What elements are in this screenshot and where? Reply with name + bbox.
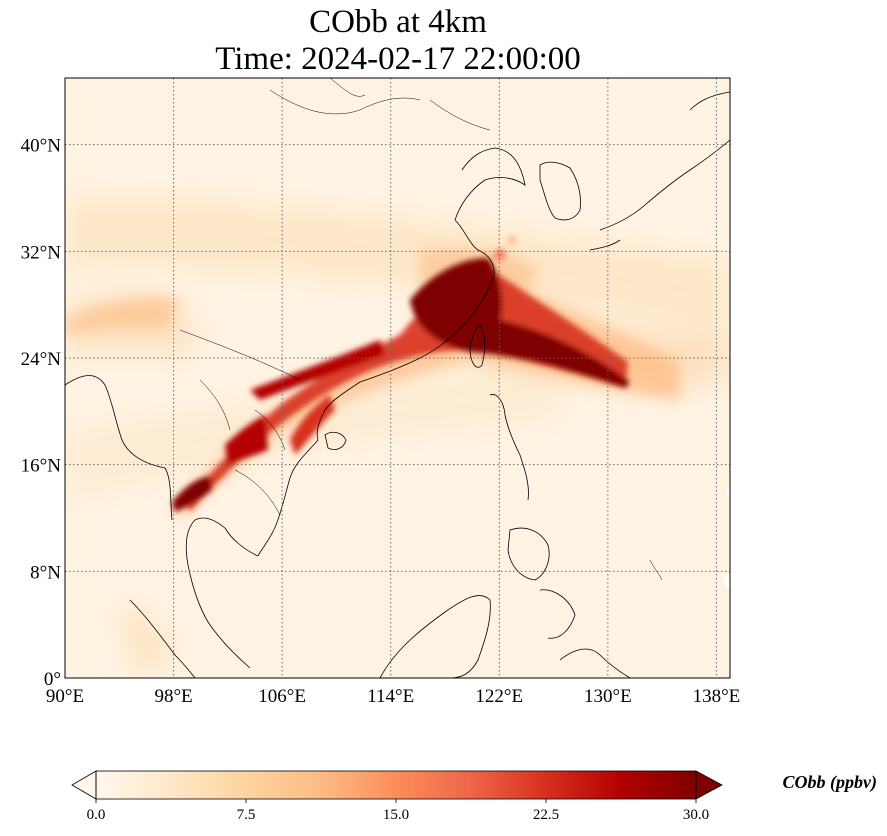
map-gridlines bbox=[65, 78, 730, 678]
map-title-line1: CObb at 4km bbox=[309, 4, 487, 40]
lat-tick-label: 8°N bbox=[30, 562, 61, 583]
map-frame bbox=[64, 77, 731, 679]
colorbar-extend-min bbox=[71, 770, 97, 800]
lat-tick-label: 32°N bbox=[21, 242, 62, 263]
colorbar-tick-label: 7.5 bbox=[237, 807, 256, 823]
lon-tick-label: 138°E bbox=[693, 686, 741, 707]
colorbar-label: CObb (ppbv) bbox=[783, 772, 877, 793]
colorbar-tick-label: 0.0 bbox=[87, 807, 106, 823]
coastline-outline bbox=[65, 78, 730, 678]
lat-tick-label: 0° bbox=[44, 669, 61, 690]
lon-tick-label: 114°E bbox=[367, 686, 414, 707]
lon-tick-label: 130°E bbox=[584, 686, 632, 707]
lon-tick-label: 98°E bbox=[154, 686, 192, 707]
colorbar-gradient bbox=[96, 771, 696, 799]
colorbar-tick-label: 15.0 bbox=[383, 807, 409, 823]
lon-tick-label: 90°E bbox=[46, 686, 84, 707]
lat-tick-label: 16°N bbox=[21, 456, 62, 477]
longitude-axis: 90°E 98°E 106°E 114°E 122°E 130°E 138°E bbox=[46, 686, 740, 707]
map-title-line2: Time: 2024-02-17 22:00:00 bbox=[215, 41, 581, 77]
latitude-axis: 0° 8°N 16°N 24°N 32°N 40°N bbox=[21, 136, 62, 690]
lon-tick-label: 122°E bbox=[475, 686, 523, 707]
colorbar-extend-max bbox=[695, 770, 723, 800]
colorbar: 0.0 7.5 15.0 22.5 30.0 CObb (ppbv) bbox=[71, 770, 877, 823]
colorbar-tick-label: 22.5 bbox=[533, 807, 559, 823]
lat-tick-label: 24°N bbox=[21, 349, 62, 370]
colorbar-tick-label: 30.0 bbox=[683, 807, 709, 823]
concentration-field bbox=[65, 78, 730, 678]
lon-tick-label: 106°E bbox=[258, 686, 306, 707]
colorbar-ticks: 0.0 7.5 15.0 22.5 30.0 bbox=[87, 799, 709, 823]
lat-tick-label: 40°N bbox=[21, 136, 62, 157]
